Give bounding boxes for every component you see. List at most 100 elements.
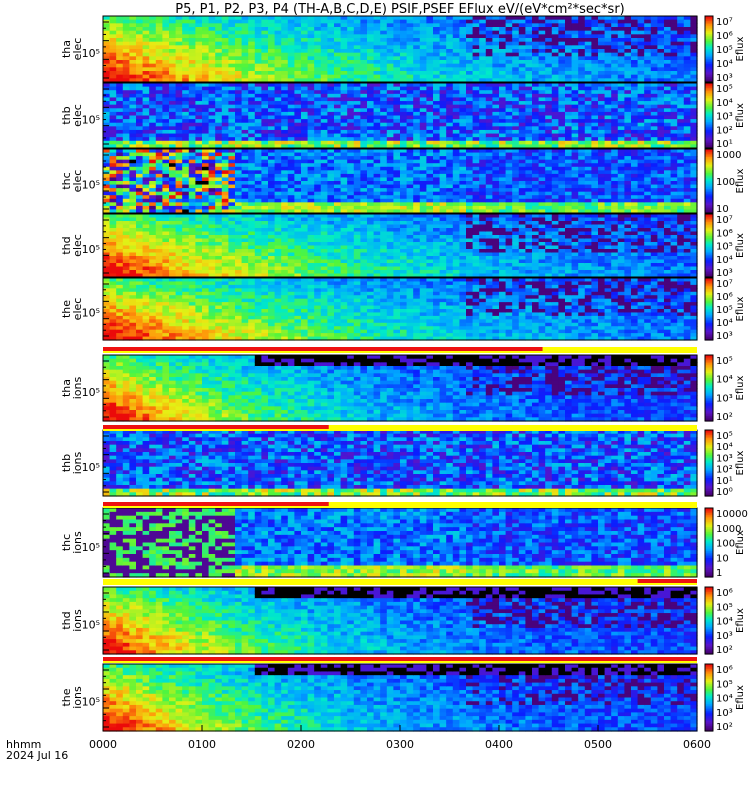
heat-cell <box>281 130 288 134</box>
heat-cell <box>182 56 189 60</box>
heat-cell <box>558 170 565 174</box>
heat-cell <box>578 199 585 203</box>
heat-cell <box>110 60 117 64</box>
heat-cell <box>281 112 288 116</box>
heat-cell <box>380 97 387 101</box>
heat-cell <box>380 38 387 42</box>
heat-cell <box>440 105 447 109</box>
heat-cell <box>552 20 559 24</box>
heat-cell <box>644 94 651 98</box>
heat-cell <box>618 116 625 120</box>
heat-cell <box>255 87 262 91</box>
heat-cell <box>565 160 572 164</box>
heat-cell <box>347 192 354 196</box>
heat-cell <box>314 20 321 24</box>
heat-cell <box>308 108 315 112</box>
heat-cell <box>235 53 242 57</box>
heat-cell <box>598 42 605 46</box>
heat-cell <box>182 49 189 53</box>
heat-cell <box>308 167 315 171</box>
heat-cell <box>222 195 229 199</box>
heat-cell <box>209 202 216 206</box>
heat-cell <box>684 94 691 98</box>
heat-cell <box>479 60 486 64</box>
heat-cell <box>143 130 150 134</box>
heat-cell <box>202 16 209 20</box>
heat-cell <box>532 112 539 116</box>
heat-cell <box>578 134 585 138</box>
heat-cell <box>314 181 321 185</box>
heat-cell <box>565 170 572 174</box>
heat-cell <box>242 75 249 79</box>
heat-cell <box>453 20 460 24</box>
heat-cell <box>393 38 400 42</box>
heat-cell <box>671 38 678 42</box>
heat-cell <box>308 174 315 178</box>
heat-cell <box>578 206 585 210</box>
heat-cell <box>103 160 110 164</box>
heat-cell <box>136 167 143 171</box>
heat-cell <box>532 23 539 27</box>
heat-cell <box>591 137 598 141</box>
heat-cell <box>664 141 671 145</box>
heat-cell <box>433 149 440 153</box>
heat-cell <box>334 45 341 49</box>
heat-cell <box>182 16 189 20</box>
heat-cell <box>110 97 117 101</box>
heat-cell <box>248 134 255 138</box>
heat-cell <box>499 75 506 79</box>
heat-cell <box>651 206 658 210</box>
heat-cell <box>611 199 618 203</box>
heat-cell <box>585 108 592 112</box>
heat-cell <box>677 94 684 98</box>
heat-cell <box>552 199 559 203</box>
heat-cell <box>552 174 559 178</box>
heat-cell <box>479 45 486 49</box>
heat-cell <box>446 167 453 171</box>
heat-cell <box>182 20 189 24</box>
heat-cell <box>631 134 638 138</box>
heat-cell <box>677 126 684 130</box>
heat-cell <box>129 170 136 174</box>
heat-cell <box>525 199 532 203</box>
heat-cell <box>644 71 651 75</box>
heat-cell <box>532 206 539 210</box>
heat-cell <box>611 206 618 210</box>
heat-cell <box>281 137 288 141</box>
heat-cell <box>486 112 493 116</box>
heat-cell <box>136 34 143 38</box>
heat-cell <box>433 167 440 171</box>
heat-cell <box>473 38 480 42</box>
heat-cell <box>294 27 301 31</box>
heat-cell <box>129 199 136 203</box>
heat-cell <box>479 126 486 130</box>
heat-cell <box>664 192 671 196</box>
heat-cell <box>473 160 480 164</box>
heat-cell <box>242 141 249 145</box>
heat-cell <box>453 60 460 64</box>
heat-cell <box>618 56 625 60</box>
heat-cell <box>638 160 645 164</box>
heat-cell <box>492 23 499 27</box>
heat-cell <box>598 141 605 145</box>
heat-cell <box>321 49 328 53</box>
heat-cell <box>136 83 143 87</box>
heat-cell <box>638 174 645 178</box>
heat-cell <box>294 123 301 127</box>
heat-cell <box>466 141 473 145</box>
heat-cell <box>453 75 460 79</box>
heat-cell <box>314 134 321 138</box>
heat-cell <box>347 167 354 171</box>
heat-cell <box>301 42 308 46</box>
heat-cell <box>261 64 268 68</box>
heat-cell <box>334 38 341 42</box>
heat-cell <box>294 38 301 42</box>
heat-cell <box>367 206 374 210</box>
heat-cell <box>611 123 618 127</box>
heat-cell <box>301 75 308 79</box>
heat-cell <box>664 23 671 27</box>
heat-cell <box>631 137 638 141</box>
heat-cell <box>380 56 387 60</box>
heat-cell <box>506 123 513 127</box>
heat-cell <box>327 38 334 42</box>
